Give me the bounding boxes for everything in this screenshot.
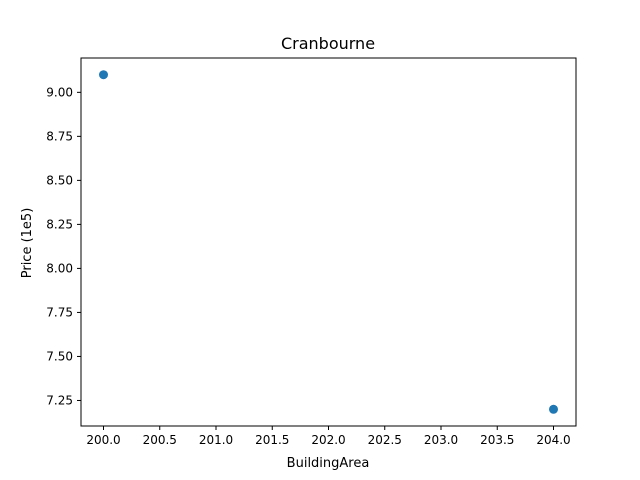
y-tick-label: 8.50 [46,173,73,187]
y-tick-label: 8.75 [46,129,73,143]
x-tick-label: 201.5 [255,433,289,447]
x-tick-label: 202.5 [368,433,402,447]
x-tick-label: 204.0 [536,433,570,447]
x-tick-label: 200.5 [143,433,177,447]
chart-title: Cranbourne [281,34,375,53]
y-tick-label: 7.75 [46,305,73,319]
y-tick-label: 8.00 [46,261,73,275]
x-tick-label: 203.5 [480,433,514,447]
x-tick-label: 202.0 [311,433,345,447]
y-tick-label: 7.25 [46,393,73,407]
x-tick-label: 200.0 [86,433,120,447]
plot-frame [80,57,577,427]
y-tick-label: 8.25 [46,217,73,231]
y-tick-label: 9.00 [46,85,73,99]
axes: 200.0 200.5 201.0 201.5 202.0 202.5 203.0 203.5… [46,85,570,447]
y-tick-label: 7.50 [46,349,73,363]
x-axis-title: BuildingArea [287,456,370,471]
data-points [99,70,558,414]
x-tick-label: 203.0 [424,433,458,447]
data-point [99,70,108,80]
y-axis-title: Price (1e5) [20,208,35,279]
data-point [549,404,558,414]
x-tick-label: 201.0 [199,433,233,447]
